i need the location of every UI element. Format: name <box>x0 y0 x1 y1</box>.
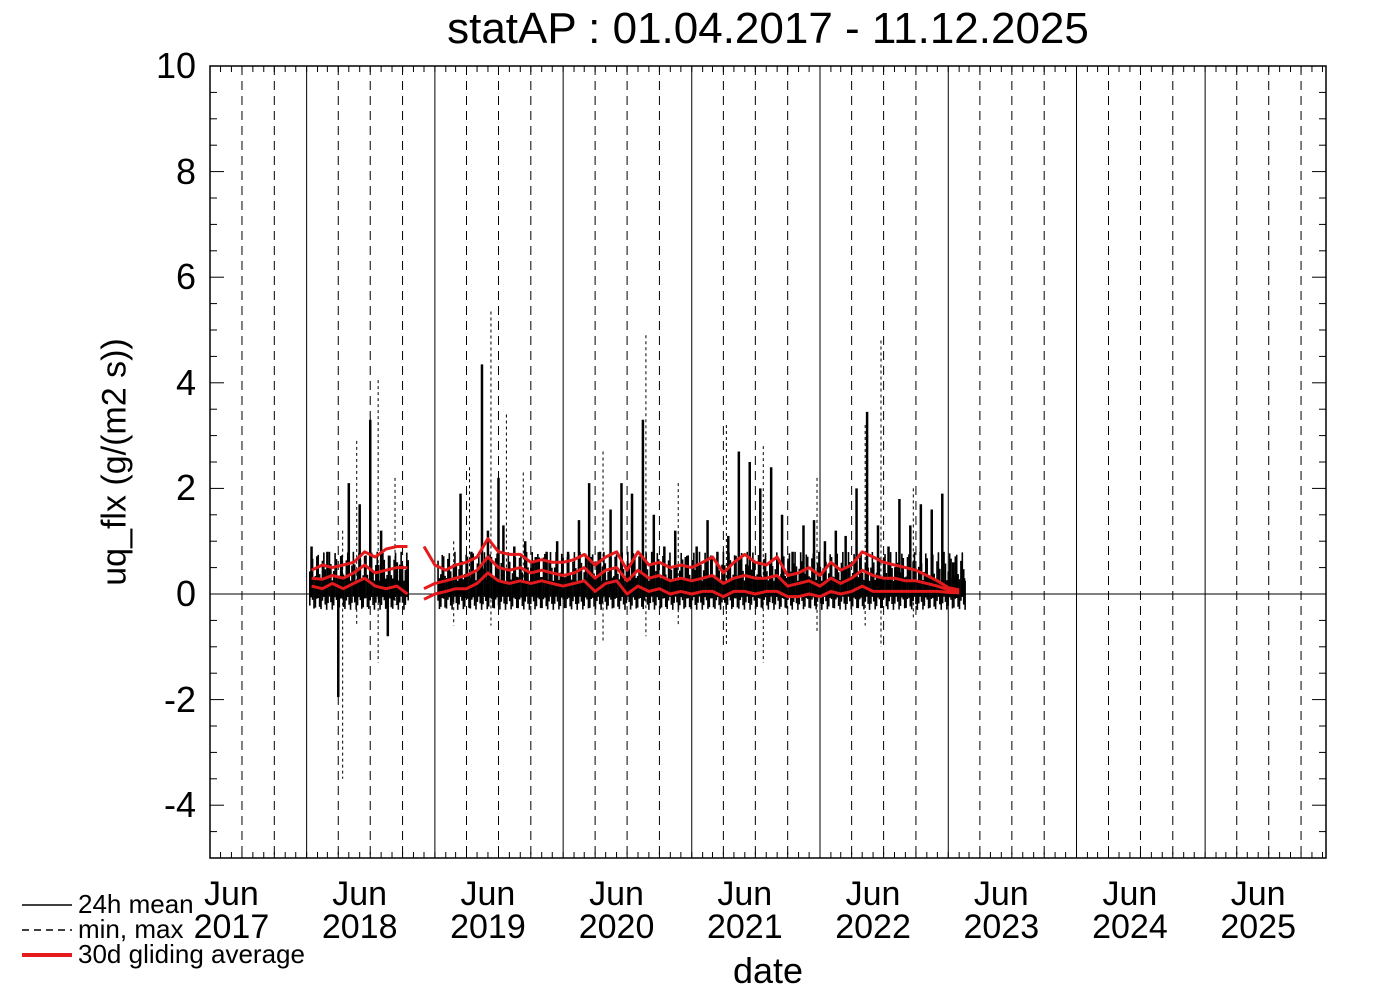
y-tick-label: 2 <box>175 467 196 509</box>
plot-frame <box>209 65 1327 859</box>
x-tick-label: Jun 2018 <box>321 875 398 946</box>
y-tick-label: 0 <box>175 573 196 614</box>
legend-item-24h-mean: 24h mean <box>22 889 305 919</box>
gliding-average-line <box>311 563 408 581</box>
legend-swatch-solid <box>22 903 72 906</box>
legend-label: 24h mean <box>78 889 194 919</box>
legend-label: 30d gliding average <box>78 939 305 969</box>
gliding-average-lower <box>423 571 960 601</box>
grid-lines <box>210 66 1326 858</box>
x-tick-month: Jun <box>460 875 516 913</box>
x-tick-month: Jun <box>717 875 773 913</box>
y-tick-label: 8 <box>175 150 196 192</box>
x-axis-label: date <box>732 950 804 991</box>
x-tick-year: 2022 <box>835 908 911 946</box>
x-tick-label: Jun 2024 <box>1092 875 1168 946</box>
x-tick-month: Jun <box>204 875 259 913</box>
gliding-average-upper <box>422 537 960 592</box>
legend-swatch-red <box>22 952 72 957</box>
gliding-average-line <box>423 555 960 593</box>
legend: 24h mean min, max 30d gliding average <box>22 889 305 969</box>
gliding-average-lower <box>311 576 409 596</box>
x-tick-month: Jun <box>973 875 1029 913</box>
y-axis-label: uq_flx (g/(m2 s)) <box>95 338 134 586</box>
y-tick-label: -2 <box>163 678 196 720</box>
y-tick-label: 10 <box>155 45 196 86</box>
x-tick-month: Jun <box>845 875 901 913</box>
legend-swatch-dashed <box>22 928 72 931</box>
data-layer <box>308 311 966 779</box>
x-tick-year: 2018 <box>321 908 398 946</box>
x-tick-label: Jun 2019 <box>450 875 526 946</box>
legend-item-min-max: min, max <box>22 914 305 944</box>
gliding-average-upper <box>310 545 408 572</box>
x-tick-month: Jun <box>589 875 644 913</box>
x-tick-label: Jun 2017 <box>193 875 270 946</box>
x-tick-label: Jun 2020 <box>578 875 655 946</box>
x-tick-year: 2023 <box>963 908 1040 946</box>
y-tick-label: 4 <box>175 361 196 403</box>
x-tick-label: Jun 2022 <box>835 875 911 946</box>
x-tick-label: Jun 2021 <box>706 875 783 946</box>
x-tick-label: Jun 2025 <box>1220 875 1296 946</box>
y-tick-label: -4 <box>163 784 196 826</box>
x-tick-year: 2021 <box>706 908 783 946</box>
x-tick-year: 2025 <box>1220 908 1296 946</box>
x-tick-label: Jun 2023 <box>963 875 1040 946</box>
axis-ticks <box>210 65 1326 859</box>
x-tick-month: Jun <box>1102 875 1158 913</box>
x-tick-year: 2019 <box>450 908 526 946</box>
legend-item-30d-average: 30d gliding average <box>22 939 305 969</box>
x-tick-month: Jun <box>332 875 388 913</box>
x-tick-year: 2017 <box>193 908 270 946</box>
legend-label: min, max <box>78 914 184 944</box>
y-tick-label: 6 <box>175 256 196 298</box>
x-tick-year: 2024 <box>1092 908 1168 946</box>
x-tick-year: 2020 <box>578 908 655 946</box>
x-tick-month: Jun <box>1230 875 1286 913</box>
chart-title: statAP : 01.04.2017 - 11.12.2025 <box>447 4 1089 53</box>
